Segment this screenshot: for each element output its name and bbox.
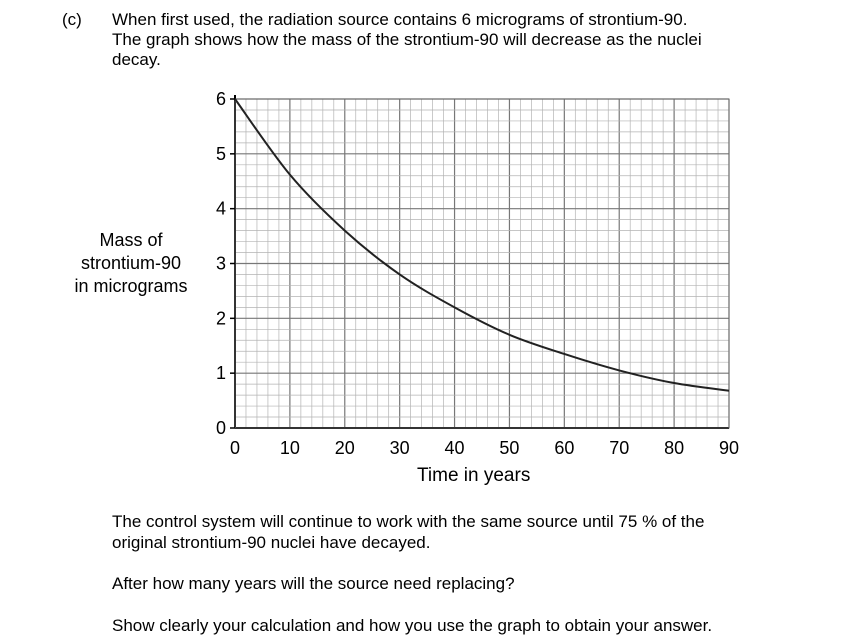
y-tick-label: 0 <box>216 418 226 438</box>
intro-line-1: When first used, the radiation source co… <box>112 10 688 29</box>
x-tick-label: 20 <box>335 438 355 458</box>
x-axis-label: Time in years <box>417 465 531 486</box>
x-tick-label: 90 <box>719 438 739 458</box>
y-axis-label: Mass of strontium-90 in micrograms <box>58 229 204 298</box>
y-tick-label: 6 <box>216 89 226 109</box>
x-tick-label: 80 <box>664 438 684 458</box>
x-tick-label: 60 <box>554 438 574 458</box>
x-tick-label: 70 <box>609 438 629 458</box>
y-tick-label: 5 <box>216 144 226 164</box>
decay-curve <box>234 98 730 392</box>
x-tick-label: 50 <box>499 438 519 458</box>
intro-line-2: The graph shows how the mass of the stro… <box>112 30 702 49</box>
y-axis-label-line-3: in micrograms <box>74 276 188 296</box>
y-tick-label: 4 <box>216 199 226 219</box>
x-tick-label: 0 <box>230 438 240 458</box>
question-prompt: After how many years will the source nee… <box>112 574 515 593</box>
y-tick-label: 3 <box>216 254 226 274</box>
x-tick-label: 30 <box>390 438 410 458</box>
x-tick-label: 40 <box>445 438 465 458</box>
y-axis-label-line-2: strontium-90 <box>80 253 182 273</box>
question-instruction: Show clearly your calculation and how yo… <box>112 616 713 635</box>
follow-line-2: original strontium-90 nuclei have decaye… <box>112 533 431 552</box>
intro-line-3: decay. <box>112 50 161 69</box>
follow-line-1: The control system will continue to work… <box>112 512 705 531</box>
y-tick-label: 1 <box>216 363 226 383</box>
axes <box>234 95 730 429</box>
x-tick-label: 10 <box>280 438 300 458</box>
y-axis-label-line-1: Mass of <box>99 230 163 250</box>
question-label: (c) <box>62 10 82 29</box>
y-tick-label: 2 <box>216 308 226 328</box>
